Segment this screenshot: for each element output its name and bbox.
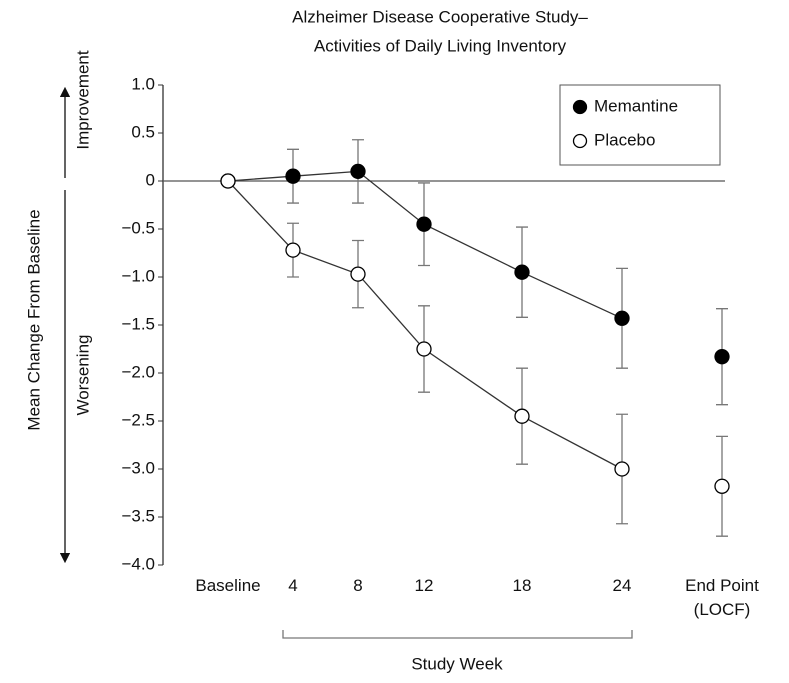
marker (350, 266, 366, 282)
marker (714, 478, 730, 494)
x-tick-label: 4 (288, 576, 298, 595)
chart-title: Alzheimer Disease Cooperative Study– (292, 7, 588, 26)
x-axis-label: Study Week (411, 654, 503, 673)
marker (220, 173, 236, 189)
legend-label: Placebo (594, 130, 655, 149)
y-tick-label: 1.0 (131, 74, 155, 93)
x-tick-label: 12 (414, 576, 434, 595)
x-tick-label: 8 (353, 576, 363, 595)
x-tick-label: End Point (LOCF) (685, 576, 759, 619)
legend-label: Memantine (594, 96, 678, 115)
legend-box (559, 84, 721, 166)
y-tick-label: −3.5 (121, 506, 155, 525)
marker (614, 461, 630, 477)
marker (614, 310, 630, 326)
marker (350, 163, 366, 180)
y-tick-label: −3.0 (121, 458, 155, 477)
marker (416, 341, 432, 357)
y-tick-label: 0 (146, 170, 155, 189)
marker (514, 408, 530, 424)
legend-marker (572, 133, 588, 149)
marker (416, 216, 432, 232)
y-tick-label: −1.5 (121, 314, 155, 333)
y-tick-label: −4.0 (121, 554, 155, 573)
annotation: Worsening (73, 335, 92, 416)
x-tick-label: 24 (612, 576, 632, 595)
marker (514, 264, 530, 280)
y-tick-label: −1.0 (121, 266, 155, 285)
annotation: Improvement (73, 50, 92, 149)
marker (285, 242, 301, 258)
y-tick-label: −0.5 (121, 218, 155, 237)
chart-title: Activities of Daily Living Inventory (314, 36, 567, 55)
series-line (227, 170, 623, 319)
y-tick-label: 0.5 (131, 122, 155, 141)
legend-marker (572, 99, 588, 115)
series-line (227, 180, 623, 470)
marker (285, 168, 301, 184)
y-tick-label: −2.5 (121, 410, 155, 429)
x-tick-label: Baseline (195, 576, 261, 595)
x-tick-label: 18 (512, 576, 532, 595)
y-axis-label: Mean Change From Baseline (24, 209, 43, 430)
marker (714, 349, 730, 365)
y-tick-label: −2.0 (121, 362, 155, 381)
bracket (282, 630, 633, 639)
